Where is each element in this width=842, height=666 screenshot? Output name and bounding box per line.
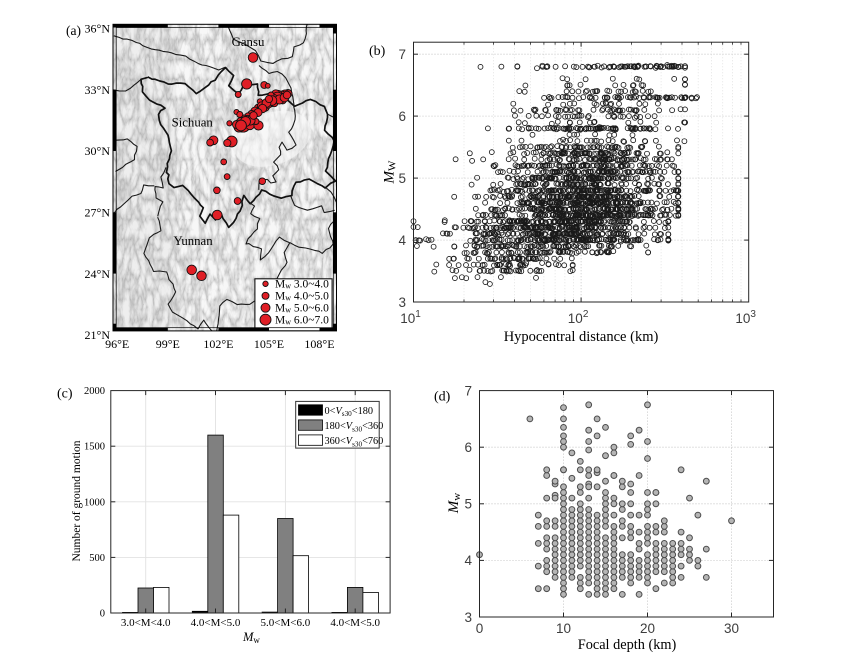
svg-text:4.0<M<5.0: 4.0<M<5.0 (191, 617, 241, 629)
svg-text:0<Vs30<180: 0<Vs30<180 (325, 406, 374, 418)
svg-text:Gansu: Gansu (232, 35, 265, 49)
svg-text:Hypocentral distance (km): Hypocentral distance (km) (504, 329, 659, 345)
svg-text:500: 500 (89, 553, 105, 564)
svg-text:Number of ground motion: Number of ground motion (71, 440, 83, 561)
svg-text:3: 3 (464, 610, 472, 625)
svg-text:20: 20 (640, 621, 655, 636)
svg-text:Focal depth (km): Focal depth (km) (578, 637, 677, 653)
svg-text:(b): (b) (369, 44, 386, 59)
svg-text:1000: 1000 (84, 497, 105, 508)
svg-text:108°E: 108°E (304, 337, 334, 351)
svg-text:1500: 1500 (84, 442, 105, 453)
svg-text:0: 0 (476, 621, 484, 636)
svg-text:6: 6 (464, 440, 472, 455)
svg-text:4: 4 (398, 233, 406, 248)
svg-text:27°N: 27°N (85, 206, 111, 220)
svg-text:7: 7 (398, 47, 406, 62)
svg-text:105°E: 105°E (254, 337, 284, 351)
svg-text:Mw 6.0~7.0: Mw 6.0~7.0 (275, 315, 329, 327)
svg-text:6: 6 (398, 109, 406, 124)
svg-text:3: 3 (398, 295, 406, 310)
svg-text:0: 0 (100, 609, 105, 620)
svg-text:Mw: Mw (446, 493, 463, 515)
svg-text:(d): (d) (434, 390, 451, 405)
svg-text:Mw 5.0~6.0: Mw 5.0~6.0 (275, 303, 329, 315)
svg-text:24°N: 24°N (85, 267, 111, 281)
svg-text:10: 10 (556, 621, 571, 636)
svg-text:30°N: 30°N (85, 144, 111, 158)
svg-text:5.0<M<6.0: 5.0<M<6.0 (261, 617, 311, 629)
svg-text:MW: MW (382, 160, 399, 185)
svg-text:102°E: 102°E (203, 337, 233, 351)
svg-text:5: 5 (398, 171, 406, 186)
svg-text:180<Vs30<360: 180<Vs30<360 (325, 421, 384, 433)
svg-text:96°E: 96°E (105, 337, 129, 351)
svg-text:Mw: Mw (242, 630, 260, 645)
svg-text:30: 30 (724, 621, 739, 636)
svg-text:33°N: 33°N (85, 83, 111, 97)
svg-text:Mw 3.0~4.0: Mw 3.0~4.0 (275, 279, 329, 291)
svg-text:(a): (a) (66, 23, 81, 38)
svg-text:5: 5 (464, 497, 472, 512)
svg-text:(c): (c) (57, 387, 73, 402)
svg-text:360<Vs30<760: 360<Vs30<760 (325, 436, 384, 448)
svg-text:4.0<M<5.0: 4.0<M<5.0 (330, 617, 380, 629)
svg-text:21°N: 21°N (85, 328, 111, 342)
svg-text:4: 4 (464, 553, 472, 568)
svg-text:Sichuan: Sichuan (172, 116, 214, 130)
svg-text:Mw 4.0~5.0: Mw 4.0~5.0 (275, 291, 329, 303)
svg-text:7: 7 (464, 383, 472, 398)
svg-text:99°E: 99°E (156, 337, 180, 351)
svg-text:3.0<M<4.0: 3.0<M<4.0 (121, 617, 171, 629)
svg-text:36°N: 36°N (85, 22, 111, 36)
svg-text:2000: 2000 (84, 386, 105, 397)
svg-text:Yunnan: Yunnan (174, 234, 214, 248)
